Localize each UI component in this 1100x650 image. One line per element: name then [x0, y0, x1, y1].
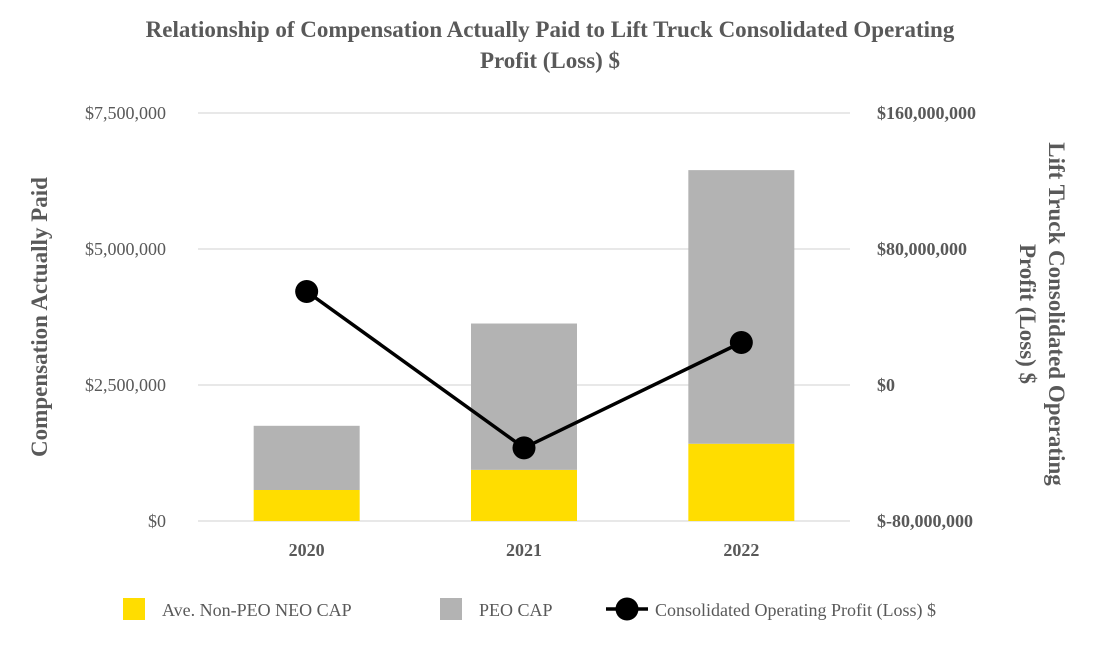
x-tick-label: 2022 [723, 540, 759, 560]
legend-swatch-non-peo-neo-cap [123, 598, 145, 620]
right-tick-label: $0 [877, 375, 895, 395]
bar-peo-cap [253, 425, 360, 490]
chart-title-line-1: Relationship of Compensation Actually Pa… [145, 17, 955, 42]
left-tick-label: $5,000,000 [85, 239, 166, 259]
legend-swatch-peo-cap [440, 598, 462, 620]
right-axis-title-line-1: Lift Truck Consolidated Operating [1044, 142, 1069, 486]
line-point-operating-profit [729, 331, 753, 354]
left-tick-label: $0 [148, 511, 166, 531]
line-point-operating-profit [295, 280, 319, 303]
line-point-operating-profit [512, 436, 536, 460]
legend-label-peo-cap: PEO CAP [479, 600, 553, 620]
bar-non-peo-neo-cap [253, 489, 360, 521]
chart-title-line-2: Profit (Loss) $ [479, 48, 621, 73]
legend-label-non-peo-neo-cap: Ave. Non-PEO NEO CAP [162, 600, 352, 620]
x-tick-label: 2020 [289, 540, 325, 560]
bar-non-peo-neo-cap [471, 469, 577, 521]
x-tick-label: 2021 [506, 540, 542, 560]
left-axis-title: Compensation Actually Paid [27, 177, 52, 457]
bar-peo-cap [688, 170, 795, 444]
right-tick-label: $80,000,000 [877, 239, 967, 259]
left-tick-label: $2,500,000 [85, 375, 166, 395]
right-tick-label: $-80,000,000 [877, 511, 973, 531]
bar-non-peo-neo-cap [688, 443, 795, 521]
legend-marker-operating-profit [615, 597, 639, 621]
right-tick-label: $160,000,000 [877, 103, 976, 123]
chart-title: Relationship of Compensation Actually Pa… [0, 14, 1100, 76]
legend-label-operating-profit: Consolidated Operating Profit (Loss) $ [655, 600, 936, 621]
left-tick-label: $7,500,000 [85, 103, 166, 123]
right-axis-title-line-2: Profit (Loss) $ [1015, 244, 1040, 384]
